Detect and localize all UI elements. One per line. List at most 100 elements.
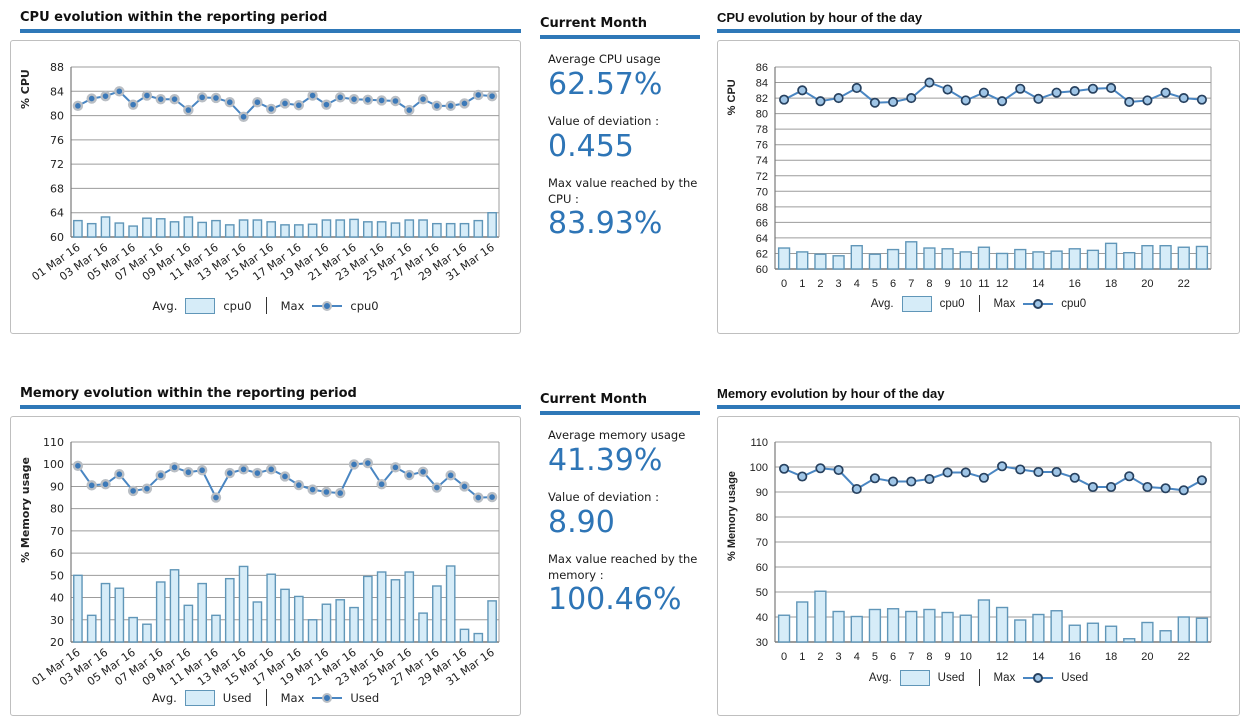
stat-label: Value of deviation : xyxy=(548,490,659,505)
chart-panel: 30 40 50 60 70 80 90 100 110% Memory usage 0 1 2 3 4 5… xyxy=(717,416,1240,716)
legend-max-prefix: Max xyxy=(993,297,1016,310)
svg-text:20: 20 xyxy=(50,636,64,649)
svg-text:80: 80 xyxy=(50,503,64,516)
svg-text:64: 64 xyxy=(756,233,768,245)
svg-text:3: 3 xyxy=(836,278,842,290)
svg-text:88: 88 xyxy=(50,61,64,74)
svg-text:2: 2 xyxy=(817,651,823,663)
svg-text:72: 72 xyxy=(50,158,64,171)
svg-text:8: 8 xyxy=(926,651,932,663)
stat-avg-cpu: Average CPU usage 62.57% xyxy=(540,52,700,101)
stat-avg-memory: Average memory usage 41.39% xyxy=(540,428,700,477)
legend-line-swatch xyxy=(312,691,343,705)
chart-title: CPU evolution by hour of the day xyxy=(717,8,1240,33)
y-axis-title: % CPU xyxy=(726,79,738,115)
svg-text:70: 70 xyxy=(756,186,768,198)
chart-legend: Avg. Used Max Used xyxy=(869,669,1088,686)
svg-text:9: 9 xyxy=(945,651,951,663)
chart-canvas-host: 30 40 50 60 70 80 90 100 110% Memory usage 0 1 2 3 4 5… xyxy=(719,417,1238,667)
svg-text:22: 22 xyxy=(1178,278,1190,290)
gridlines: 60 62 64 66 68 70 72 74 76 78 80 82 84 86 xyxy=(756,62,1212,276)
svg-text:110: 110 xyxy=(750,437,768,449)
svg-text:74: 74 xyxy=(756,155,768,167)
stat-max-cpu: Max value reached by the CPU : 83.93% xyxy=(540,176,700,241)
legend-max-label: Used xyxy=(350,690,380,705)
chart-panel: 60 62 64 66 68 70 72 74 76 78 80 82 84 86% CPU 0 1 2 3 4 5 6… xyxy=(717,40,1240,334)
svg-text:76: 76 xyxy=(50,134,64,147)
stats-heading: Current Month xyxy=(540,16,700,39)
bar-series xyxy=(72,212,497,238)
svg-text:5: 5 xyxy=(872,651,878,663)
y-axis-title: % CPU xyxy=(19,69,32,109)
legend-max-label: Used xyxy=(1061,671,1089,684)
chart-canvas-host: 60 64 68 72 76 80 84 88 % CPU 01 Mar 16 03 Mar 16 0… xyxy=(13,41,519,295)
chart-canvas-host: 60 62 64 66 68 70 72 74 76 78 80 82 84 86% CPU 0 1 2 3 4 5 6… xyxy=(719,41,1238,293)
bar-series xyxy=(777,590,1209,643)
svg-text:86: 86 xyxy=(756,62,768,74)
legend-line-swatch xyxy=(1023,671,1054,685)
legend-avg-prefix: Avg. xyxy=(152,298,178,313)
svg-text:1: 1 xyxy=(799,651,805,663)
svg-text:80: 80 xyxy=(756,109,768,121)
svg-text:12: 12 xyxy=(996,278,1008,290)
svg-text:84: 84 xyxy=(756,78,768,90)
svg-text:7: 7 xyxy=(908,651,914,663)
svg-text:40: 40 xyxy=(756,612,768,624)
bar-series xyxy=(72,565,497,643)
svg-text:70: 70 xyxy=(756,537,768,549)
svg-text:30: 30 xyxy=(50,614,64,627)
legend-bar-swatch xyxy=(901,295,932,312)
legend-divider xyxy=(265,297,267,314)
stats-heading: Current Month xyxy=(540,392,700,415)
line-series xyxy=(72,86,497,122)
legend-line-swatch xyxy=(1023,297,1054,311)
svg-text:6: 6 xyxy=(890,278,896,290)
svg-text:90: 90 xyxy=(50,480,64,493)
chart-title: CPU evolution within the reporting perio… xyxy=(20,8,521,33)
stat-label: Average CPU usage xyxy=(548,52,661,66)
stat-deviation-cpu: Value of deviation : 0.455 xyxy=(540,114,700,163)
legend-max-prefix: Max xyxy=(280,690,305,705)
legend-divider xyxy=(265,689,267,706)
cpu-stats-panel: Current Month Average CPU usage 62.57% V… xyxy=(540,8,700,241)
svg-text:50: 50 xyxy=(50,569,64,582)
svg-text:20: 20 xyxy=(1141,278,1153,290)
svg-text:4: 4 xyxy=(854,651,860,663)
legend-avg-label: Used xyxy=(937,671,965,684)
bar-series xyxy=(777,241,1209,270)
chart-title: Memory evolution within the reporting pe… xyxy=(20,384,521,409)
stat-value: 0.455 xyxy=(548,128,634,164)
legend-max-label: cpu0 xyxy=(1061,297,1087,310)
memory-stats-panel: Current Month Average memory usage 41.39… xyxy=(540,384,700,617)
svg-text:50: 50 xyxy=(756,587,768,599)
legend-avg-label: cpu0 xyxy=(939,297,965,310)
svg-text:14: 14 xyxy=(1032,278,1044,290)
svg-text:11: 11 xyxy=(978,278,989,290)
svg-text:9: 9 xyxy=(945,278,951,290)
legend-divider xyxy=(978,669,980,686)
stat-max-memory: Max value reached by the memory : 100.46… xyxy=(540,552,700,617)
legend-marker-icon xyxy=(322,300,333,311)
line-series xyxy=(72,457,497,503)
svg-text:70: 70 xyxy=(50,525,64,538)
svg-text:80: 80 xyxy=(50,110,64,123)
chart-legend: Avg. Used Max Used xyxy=(152,689,379,706)
svg-text:62: 62 xyxy=(756,248,768,260)
svg-text:6: 6 xyxy=(890,651,896,663)
stat-label: Max value reached by the memory : xyxy=(548,552,698,582)
svg-text:78: 78 xyxy=(756,124,768,136)
svg-text:68: 68 xyxy=(50,182,64,195)
svg-text:76: 76 xyxy=(756,140,768,152)
chart-legend: Avg. cpu0 Max cpu0 xyxy=(152,297,379,314)
svg-text:18: 18 xyxy=(1105,278,1117,290)
legend-bar-swatch xyxy=(184,689,215,706)
svg-text:40: 40 xyxy=(50,592,64,605)
svg-text:4: 4 xyxy=(854,278,860,290)
svg-text:10: 10 xyxy=(960,651,972,663)
legend-marker-icon xyxy=(1033,672,1044,683)
svg-text:1: 1 xyxy=(799,278,805,290)
legend-avg-prefix: Avg. xyxy=(151,690,177,705)
